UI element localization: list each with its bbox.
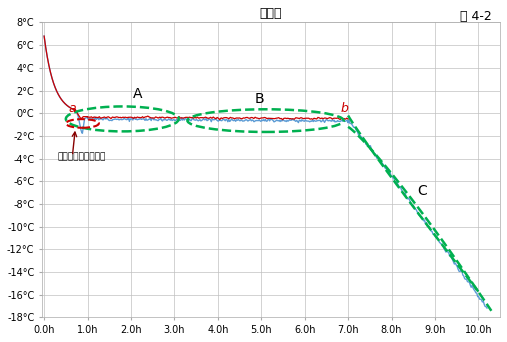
Title: 蒸留水: 蒸留水: [260, 7, 282, 20]
Text: C: C: [418, 184, 427, 198]
Text: b: b: [340, 102, 348, 115]
Text: B: B: [255, 92, 264, 106]
Text: A: A: [133, 87, 142, 101]
Text: 図 4-2: 図 4-2: [460, 10, 492, 23]
Text: a: a: [68, 102, 76, 115]
Text: 液体本来の凍る温度: 液体本来の凍る温度: [57, 153, 105, 162]
